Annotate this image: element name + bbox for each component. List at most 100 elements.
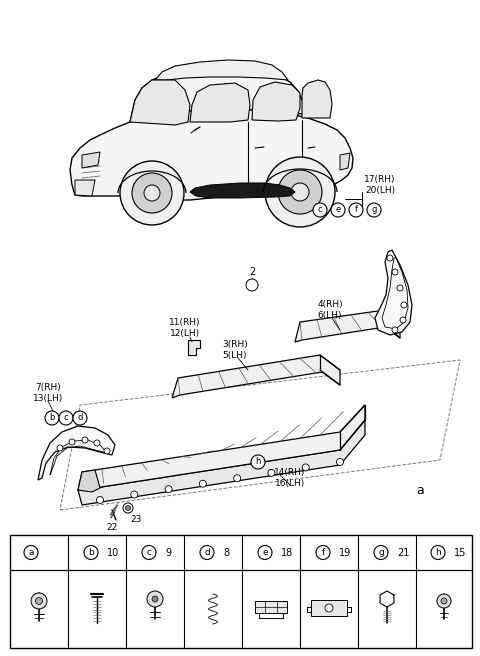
Circle shape	[374, 546, 388, 560]
Circle shape	[132, 173, 172, 213]
Text: g: g	[372, 205, 377, 215]
Polygon shape	[78, 470, 100, 492]
Polygon shape	[10, 535, 472, 648]
Circle shape	[392, 327, 398, 333]
Polygon shape	[302, 80, 332, 118]
Circle shape	[336, 459, 344, 466]
Circle shape	[302, 464, 309, 471]
Circle shape	[104, 448, 110, 454]
Circle shape	[392, 269, 398, 275]
Circle shape	[199, 480, 206, 487]
Polygon shape	[190, 83, 250, 122]
Circle shape	[152, 596, 158, 602]
Text: 10: 10	[107, 548, 119, 558]
Text: 3(RH)
5(LH): 3(RH) 5(LH)	[222, 340, 248, 359]
Circle shape	[31, 593, 47, 609]
Polygon shape	[130, 80, 190, 125]
Polygon shape	[155, 60, 288, 80]
Text: b: b	[49, 413, 55, 422]
Circle shape	[251, 455, 265, 469]
Circle shape	[144, 185, 160, 201]
Text: a: a	[28, 548, 34, 557]
Polygon shape	[311, 600, 347, 616]
Text: 9: 9	[165, 548, 171, 558]
Polygon shape	[75, 180, 95, 196]
Text: e: e	[336, 205, 341, 215]
Circle shape	[57, 445, 63, 451]
Text: g: g	[378, 548, 384, 557]
Circle shape	[120, 161, 184, 225]
Text: 8: 8	[223, 548, 229, 558]
Polygon shape	[172, 355, 340, 398]
Polygon shape	[375, 250, 412, 335]
Text: f: f	[355, 205, 358, 215]
Polygon shape	[82, 152, 100, 168]
Text: 2: 2	[249, 267, 255, 277]
Text: 22: 22	[107, 523, 118, 533]
Circle shape	[316, 546, 330, 560]
Text: d: d	[204, 548, 210, 557]
Circle shape	[94, 440, 100, 446]
Polygon shape	[78, 420, 365, 505]
Text: 23: 23	[130, 516, 142, 525]
Circle shape	[331, 203, 345, 217]
Text: 14(RH)
16(LH): 14(RH) 16(LH)	[274, 468, 306, 487]
Circle shape	[258, 546, 272, 560]
Text: c: c	[318, 205, 322, 215]
Polygon shape	[130, 68, 305, 122]
Polygon shape	[188, 340, 200, 355]
Text: f: f	[322, 548, 324, 557]
Circle shape	[96, 497, 104, 504]
Circle shape	[325, 604, 333, 612]
Text: d: d	[77, 413, 83, 422]
Polygon shape	[70, 109, 353, 200]
Circle shape	[165, 485, 172, 493]
Circle shape	[82, 437, 88, 443]
Polygon shape	[340, 153, 350, 170]
Circle shape	[123, 503, 133, 513]
Circle shape	[437, 594, 451, 608]
Text: e: e	[262, 548, 268, 557]
Circle shape	[59, 411, 73, 425]
Text: c: c	[146, 548, 152, 557]
Text: 21: 21	[397, 548, 409, 558]
Text: 19: 19	[339, 548, 351, 558]
Circle shape	[147, 591, 163, 607]
Circle shape	[45, 411, 59, 425]
Circle shape	[246, 279, 258, 291]
Polygon shape	[38, 426, 115, 480]
Circle shape	[349, 203, 363, 217]
Text: 11(RH)
12(LH): 11(RH) 12(LH)	[169, 318, 201, 338]
Polygon shape	[78, 405, 365, 490]
Circle shape	[36, 598, 43, 604]
Circle shape	[401, 302, 407, 308]
Text: h: h	[255, 457, 261, 466]
Text: 15: 15	[454, 548, 467, 558]
Circle shape	[69, 439, 75, 445]
Polygon shape	[255, 601, 287, 613]
Text: 17(RH)
20(LH): 17(RH) 20(LH)	[364, 175, 396, 195]
Circle shape	[431, 546, 445, 560]
Circle shape	[278, 170, 322, 214]
Text: 4(RH)
6(LH): 4(RH) 6(LH)	[317, 300, 343, 319]
Circle shape	[397, 285, 403, 291]
Circle shape	[200, 546, 214, 560]
Circle shape	[291, 183, 309, 201]
Polygon shape	[252, 82, 300, 121]
Circle shape	[73, 411, 87, 425]
Text: 18: 18	[281, 548, 293, 558]
Circle shape	[387, 255, 393, 261]
Circle shape	[131, 491, 138, 498]
Polygon shape	[295, 310, 400, 342]
Circle shape	[367, 203, 381, 217]
Circle shape	[234, 475, 240, 482]
Text: b: b	[88, 548, 94, 557]
Circle shape	[265, 157, 335, 227]
Text: h: h	[435, 548, 441, 557]
Circle shape	[24, 546, 38, 560]
Circle shape	[125, 506, 131, 510]
Text: a: a	[416, 483, 424, 497]
Text: 7(RH)
13(LH): 7(RH) 13(LH)	[33, 383, 63, 403]
Circle shape	[268, 469, 275, 476]
Circle shape	[400, 317, 406, 323]
